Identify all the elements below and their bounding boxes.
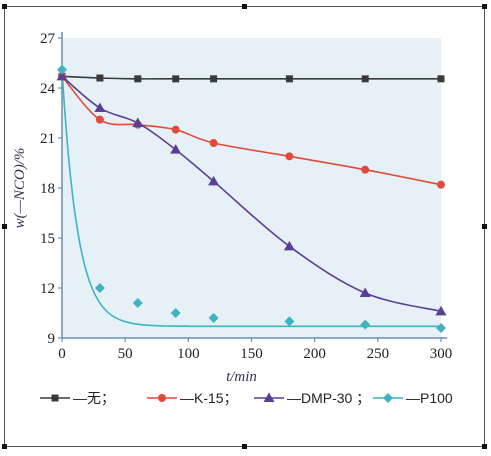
y-tick-label: 21 — [40, 131, 55, 147]
data-point-series-0 — [172, 75, 180, 83]
x-tick-label: 200 — [303, 346, 326, 362]
resize-handle-bottom-right[interactable] — [482, 444, 487, 449]
x-tick-label: 150 — [240, 346, 263, 362]
data-point-series-0 — [96, 74, 104, 82]
data-point-p100 — [57, 64, 67, 75]
data-point-k-15 — [171, 125, 180, 134]
x-tick-label: 300 — [430, 346, 453, 362]
data-point-series-0 — [361, 75, 369, 83]
series-line-dmp-30 — [61, 75, 442, 313]
legend-marker-dmp-30 — [263, 392, 275, 402]
axes: 9 12 15 18 21 24 27 0 50 100 150 200 250 300 — [40, 31, 452, 362]
data-point-p100 — [436, 323, 446, 333]
y-tick-label: 18 — [40, 181, 55, 197]
legend-label-p100: —P100 — [406, 390, 453, 406]
x-axis-label: t/min — [226, 369, 257, 385]
data-point-k-15 — [361, 165, 370, 174]
legend-label-series-0: —无； — [73, 390, 115, 407]
data-point-dmp-30 — [208, 175, 220, 186]
data-point-p100 — [170, 308, 181, 318]
data-point-dmp-30 — [170, 144, 182, 154]
legend-marker-k-15 — [158, 394, 166, 402]
data-point-p100 — [208, 313, 219, 323]
data-point-p100 — [132, 298, 143, 308]
resize-handle-middle-left[interactable] — [2, 224, 7, 229]
data-point-k-15 — [285, 152, 294, 161]
y-tick-label: 9 — [48, 331, 56, 347]
data-point-p100 — [94, 283, 105, 293]
x-tick-label: 100 — [177, 346, 200, 362]
data-point-dmp-30 — [283, 240, 295, 251]
series-line-p100 — [61, 69, 441, 328]
data-point-series-0 — [134, 75, 142, 83]
resize-handle-top-left[interactable] — [2, 4, 7, 9]
y-tick-label: 24 — [40, 81, 56, 97]
legend-label-dmp-30: —DMP-30 ； — [287, 390, 370, 407]
data-point-dmp-30 — [94, 102, 106, 112]
y-axis-label: w(—NCO)/% — [12, 148, 28, 229]
resize-handle-top-center[interactable] — [242, 4, 247, 9]
data-point-dmp-30 — [359, 287, 371, 297]
series-markers — [56, 64, 447, 333]
resize-handle-bottom-center[interactable] — [242, 444, 247, 449]
data-point-series-0 — [285, 75, 293, 83]
x-tick-label: 50 — [118, 346, 133, 362]
y-tick-label: 12 — [40, 281, 55, 297]
data-point-series-0 — [437, 75, 445, 83]
data-point-p100 — [284, 316, 295, 327]
x-tick-label: 250 — [367, 346, 390, 362]
data-point-dmp-30 — [435, 305, 447, 316]
data-point-k-15 — [209, 139, 218, 147]
legend-marker-p100 — [383, 393, 393, 403]
resize-handle-bottom-left[interactable] — [2, 444, 7, 449]
resize-handle-top-right[interactable] — [482, 4, 487, 9]
x-tick-label: 0 — [58, 346, 66, 362]
data-point-dmp-30 — [132, 117, 144, 127]
series-curves — [61, 69, 442, 328]
y-tick-label: 27 — [40, 31, 56, 47]
data-point-dmp-30 — [56, 70, 68, 81]
data-point-series-0 — [210, 75, 218, 83]
data-point-k-15 — [437, 180, 445, 189]
data-point-k-15 — [95, 115, 104, 124]
resize-handle-middle-right[interactable] — [482, 224, 487, 229]
plot-background — [62, 38, 441, 338]
y-tick-label: 15 — [40, 231, 55, 247]
legend-marker-series-0 — [51, 394, 59, 402]
data-point-p100 — [360, 319, 371, 330]
legend: —无； —K-15； —DMP-30 ； —P100 — [40, 390, 453, 407]
legend-label-k-15: —K-15； — [180, 390, 238, 407]
